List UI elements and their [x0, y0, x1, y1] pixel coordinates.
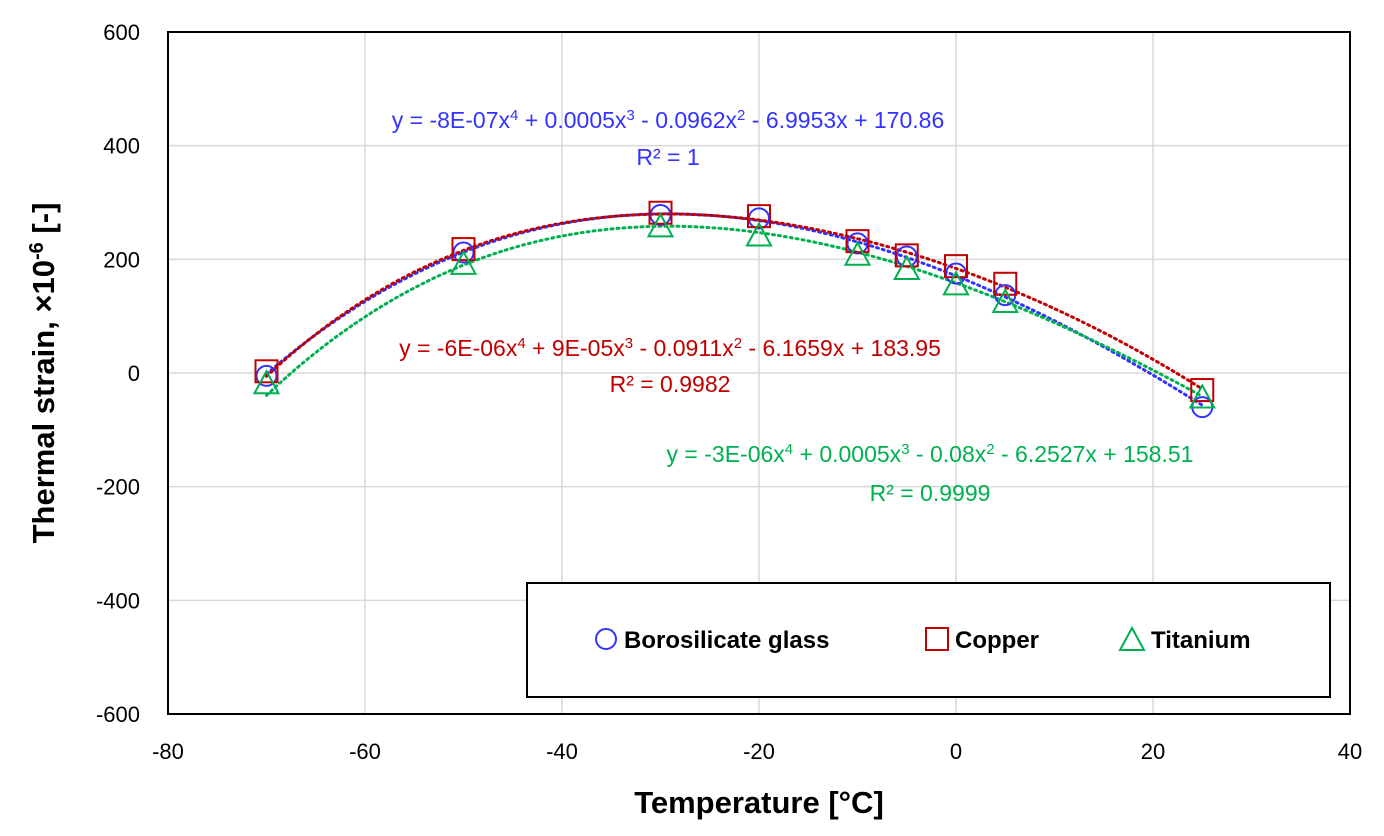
eq-part: - 0.08x — [910, 441, 987, 467]
y-tick-label: 400 — [103, 134, 140, 159]
trendline-r2-borosilicate: R² = 1 — [636, 144, 699, 170]
plot-area-frame — [167, 31, 1351, 715]
data-point-titanium — [843, 240, 872, 266]
eq-part: + 9E-05x — [526, 335, 626, 361]
x-tick-label: -80 — [152, 739, 184, 764]
x-tick-label: 0 — [950, 739, 962, 764]
data-point-titanium — [252, 369, 281, 395]
data-point-titanium — [991, 287, 1019, 313]
legend-label-copper: Copper — [955, 627, 1039, 654]
eq-part: - 6.1659x + 183.95 — [742, 335, 941, 361]
x-tick-labels: -80 -60 -40 -20 0 20 40 — [152, 739, 1362, 764]
y-axis-title-main: Thermal strain, ×10 — [26, 260, 61, 543]
data-point-copper — [993, 271, 1018, 296]
data-point-copper — [451, 237, 476, 262]
data-markers — [252, 200, 1216, 419]
data-point-copper — [254, 359, 279, 384]
legend-marker-titanium — [1118, 625, 1146, 651]
x-tick-label: -40 — [546, 739, 578, 764]
x-axis-title: Temperature [°C] — [634, 785, 884, 820]
data-point-titanium — [893, 254, 921, 280]
data-point-copper — [747, 204, 771, 229]
y-tick-label: -600 — [96, 702, 140, 727]
legend-marker-copper — [925, 627, 949, 651]
y-axis-title-suffix: [-] — [26, 203, 61, 243]
eq-exponent: 4 — [785, 441, 793, 458]
trendline-borosilicate-glass — [265, 212, 1204, 407]
x-tick-label: -60 — [349, 739, 381, 764]
trendline-equation-titanium: y = -3E-06x4 + 0.0005x3 - 0.08x2 - 6.252… — [667, 441, 1194, 468]
trendlines — [265, 212, 1204, 407]
y-axis-title-exponent: -6 — [26, 242, 48, 260]
data-point-copper — [894, 243, 919, 268]
x-tick-label: -20 — [743, 739, 775, 764]
data-point-titanium — [1188, 383, 1216, 409]
legend-box — [526, 582, 1331, 698]
data-point-copper — [1190, 378, 1215, 403]
eq-part: y = -3E-06x — [667, 441, 786, 467]
eq-part: - 6.2527x + 158.51 — [995, 441, 1194, 467]
eq-part: - 6.9953x + 170.86 — [745, 107, 944, 133]
eq-exponent: 3 — [625, 335, 633, 352]
eq-part: y = -6E-06x — [399, 335, 518, 361]
trendline-equation-copper: y = -6E-06x4 + 9E-05x3 - 0.0911x2 - 6.16… — [399, 335, 941, 362]
eq-exponent: 2 — [737, 107, 745, 124]
y-tick-label: 600 — [103, 20, 140, 45]
legend: Borosilicate glass Copper Titanium — [526, 582, 1331, 698]
data-point-titanium — [449, 249, 478, 275]
data-point-titanium — [745, 221, 773, 247]
eq-exponent: 3 — [901, 441, 909, 458]
trendline-r2-copper: R² = 0.9982 — [610, 371, 731, 397]
trendline-copper — [265, 212, 1204, 391]
data-point-copper — [845, 229, 870, 254]
eq-exponent: 2 — [734, 335, 742, 352]
y-tick-label: -200 — [96, 475, 140, 500]
trendline-r2-titanium: R² = 0.9999 — [870, 480, 991, 506]
x-tick-label: 40 — [1338, 739, 1362, 764]
data-point-titanium — [942, 270, 970, 296]
eq-exponent: 4 — [517, 335, 525, 352]
data-point-copper — [648, 200, 673, 225]
y-tick-label: -400 — [96, 588, 140, 613]
data-point-copper — [944, 254, 968, 279]
y-tick-label: 200 — [103, 247, 140, 272]
legend-marker-borosilicate — [595, 628, 617, 650]
eq-part: - 0.0962x — [635, 107, 738, 133]
x-tick-label: 20 — [1141, 739, 1165, 764]
trendline-equation-borosilicate: y = -8E-07x4 + 0.0005x3 - 0.0962x2 - 6.9… — [392, 107, 945, 134]
y-tick-labels: -600 -400 -200 0 200 400 600 — [96, 20, 140, 727]
data-point-titanium — [646, 212, 675, 238]
eq-exponent: 4 — [510, 107, 518, 124]
y-tick-label: 0 — [128, 361, 140, 386]
legend-label-borosilicate: Borosilicate glass — [624, 627, 829, 654]
eq-part: + 0.0005x — [793, 441, 902, 467]
eq-part: - 0.0911x — [633, 335, 734, 361]
legend-label-titanium: Titanium — [1151, 627, 1251, 654]
eq-part: y = -8E-07x — [392, 107, 511, 133]
eq-part: + 0.0005x — [518, 107, 627, 133]
trendline-titanium — [265, 224, 1204, 398]
eq-exponent: 3 — [626, 107, 634, 124]
y-axis-title: Thermal strain, ×10-6 [-] — [26, 203, 61, 544]
eq-exponent: 2 — [986, 441, 994, 458]
